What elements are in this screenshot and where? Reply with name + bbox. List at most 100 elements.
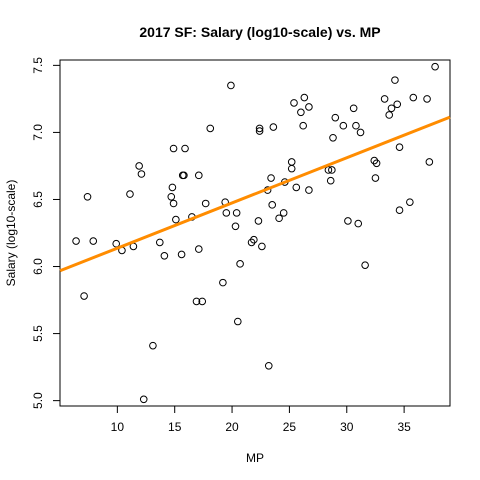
data-point [126, 190, 134, 198]
data-point [349, 104, 358, 113]
data-point [387, 104, 396, 113]
data-point [177, 250, 186, 259]
data-point [409, 93, 418, 102]
data-point [137, 170, 146, 178]
y-tick-label: 5.0 [31, 392, 45, 409]
x-tick-label: 30 [340, 420, 354, 434]
data-point [180, 171, 188, 180]
data-point [380, 95, 389, 103]
data-point [89, 237, 98, 245]
data-point [406, 198, 414, 206]
data-point [201, 199, 210, 208]
data-point [354, 219, 363, 228]
data-point [169, 144, 178, 153]
data-point [222, 209, 231, 217]
data-point [326, 176, 335, 185]
data-point [233, 317, 242, 326]
data-point [267, 174, 275, 182]
x-tick-label: 20 [225, 420, 239, 434]
x-tick-label: 10 [111, 420, 125, 434]
data-point [356, 128, 365, 137]
data-point [255, 124, 264, 133]
data-point [329, 133, 337, 142]
data-point [328, 166, 336, 174]
data-point [155, 238, 164, 247]
data-point [370, 156, 379, 165]
regression-line [59, 115, 451, 273]
data-point [231, 222, 240, 231]
data-point [425, 158, 434, 166]
data-point [299, 121, 307, 130]
y-tick-label: 7.5 [31, 57, 45, 74]
data-point [275, 214, 283, 223]
y-tick-label: 7.0 [31, 124, 45, 141]
data-point [247, 238, 256, 247]
data-point [83, 192, 92, 201]
fit-line-group [59, 115, 451, 273]
data-point [279, 209, 288, 217]
data-point [268, 201, 277, 209]
data-point [352, 121, 360, 130]
y-tick-label: 6.0 [31, 258, 45, 275]
data-point [169, 199, 178, 208]
data-point [206, 124, 215, 133]
data-point [269, 123, 278, 131]
data-point [80, 292, 88, 300]
data-point [194, 171, 203, 180]
data-point [167, 192, 176, 201]
x-axis-label: MP [246, 451, 264, 465]
data-point [72, 237, 80, 245]
data-point [181, 144, 189, 153]
y-tick-label: 6.5 [31, 191, 45, 208]
data-point [305, 186, 313, 194]
data-point [168, 183, 177, 192]
data-point [192, 297, 201, 306]
data-point [250, 235, 258, 244]
data-point [331, 113, 340, 122]
data-point [160, 251, 169, 260]
data-point [431, 62, 439, 71]
data-point [219, 278, 227, 287]
chart-title: 2017 SF: Salary (log10-scale) vs. MP [139, 24, 380, 40]
data-point [393, 100, 402, 109]
data-point [391, 76, 399, 84]
data-point [324, 166, 333, 174]
data-point [423, 95, 431, 103]
data-point [139, 395, 148, 404]
data-point [172, 215, 180, 224]
data-point [290, 99, 298, 107]
data-point [149, 341, 157, 350]
x-tick-label: 15 [168, 420, 182, 434]
x-tick-label: 25 [283, 420, 297, 434]
data-point [371, 174, 380, 182]
data-point [264, 361, 273, 370]
data-point [361, 261, 369, 269]
data-point [339, 121, 348, 130]
y-tick-label: 5.5 [31, 325, 45, 342]
data-point [258, 242, 266, 251]
y-axis-label: Salary (log10-scale) [4, 180, 18, 287]
data-point [232, 209, 241, 217]
data-point [297, 108, 305, 117]
x-axis: 10 15 20 25 30 35 [111, 405, 411, 434]
data-point [395, 206, 404, 215]
data-point [112, 239, 121, 248]
data-point [385, 111, 394, 119]
data-point [292, 183, 301, 192]
data-point [287, 158, 296, 166]
data-point [255, 127, 264, 135]
data-point [287, 164, 296, 173]
data-point [254, 217, 263, 225]
data-point [236, 260, 244, 268]
y-axis: 5.0 5.5 6.0 6.5 7.0 7.5 [31, 57, 61, 409]
data-points [72, 62, 439, 404]
data-point [344, 217, 352, 225]
data-point [305, 103, 313, 111]
data-point [198, 297, 207, 306]
data-point [300, 93, 309, 102]
data-point [372, 159, 381, 168]
data-point [194, 245, 203, 253]
data-point [135, 162, 143, 170]
data-point [395, 143, 404, 151]
